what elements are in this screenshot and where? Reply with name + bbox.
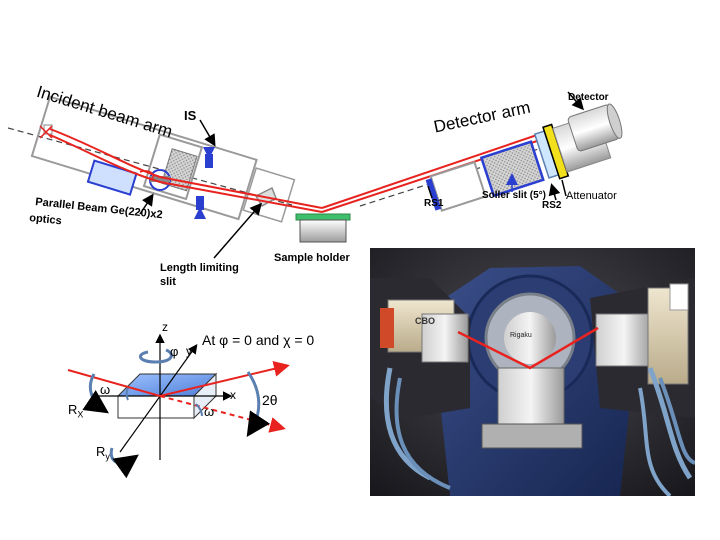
- is-slit: [194, 147, 215, 219]
- diffracted-ray: [159, 360, 290, 397]
- detector-axis-line: [359, 122, 621, 207]
- y-axis: [119, 344, 198, 453]
- soller-label: Soller slit (5°): [482, 190, 547, 201]
- rx-label: RX: [68, 402, 83, 420]
- x-label: x: [230, 388, 236, 402]
- y-label: y: [186, 344, 192, 358]
- axes-diagram: [67, 333, 290, 479]
- condition-prefix: At: [202, 332, 216, 348]
- detector-label: Detector: [568, 92, 609, 103]
- attenuator-pointer: [561, 179, 567, 197]
- rx-letter: R: [68, 402, 78, 417]
- two-theta-label: 2θ: [262, 392, 278, 408]
- instrument-photo: CBO Rigaku: [370, 248, 695, 496]
- detector-cylinder: [567, 103, 623, 152]
- photo-rendering: [370, 248, 695, 496]
- phi-condition: φ = 0: [219, 332, 252, 348]
- ry-subscript: y: [105, 451, 110, 462]
- incident-ray: [67, 369, 161, 397]
- omega-arc-left: [125, 387, 129, 401]
- photo-brand-text: Rigaku: [510, 332, 532, 339]
- phi-rotation-arrow: [139, 348, 173, 364]
- optics-pointer-arrow: [139, 193, 154, 215]
- incident-axis-line: [7, 127, 293, 206]
- incident-beam: [39, 125, 323, 213]
- photo-panel-text: CBO: [415, 316, 435, 326]
- sample-holder-label: Sample holder: [274, 252, 350, 264]
- ry-label: Ry: [96, 444, 110, 462]
- length-slit-label-line2: slit: [160, 276, 176, 288]
- rs1-label: RS1: [424, 198, 444, 209]
- rs2-label: RS2: [542, 200, 562, 211]
- z-label: z: [162, 320, 168, 334]
- ry-rotation-arrow: [109, 447, 139, 479]
- sample-holder: [295, 213, 351, 243]
- omega-left-label: ω: [100, 382, 111, 397]
- photo-beam-path: [457, 326, 599, 370]
- parallel-beam-optic: [86, 159, 138, 196]
- omega-right-label: ω: [204, 404, 215, 419]
- rs2-pointer-arrow: [548, 183, 561, 201]
- rs1-pointer: [427, 185, 433, 199]
- sample-block-front: [117, 395, 195, 419]
- and-word: and: [255, 332, 280, 348]
- attenuator-label: Attenuator: [566, 190, 617, 202]
- ry-letter: R: [96, 444, 106, 459]
- detector-pointer-arrow: [567, 91, 584, 111]
- phi-label: φ: [170, 344, 179, 359]
- omega-arc-right: [195, 403, 203, 417]
- chi-condition: χ = 0: [283, 332, 315, 348]
- is-label: IS: [184, 108, 197, 123]
- slit-pointer-arrow: [213, 202, 262, 259]
- rx-rotation-arrow: [82, 373, 109, 414]
- transmitted-ray: [159, 395, 286, 433]
- is-pointer-arrow: [199, 119, 216, 147]
- condition-text: At φ = 0 and χ = 0: [202, 332, 314, 348]
- two-theta-arc: [246, 371, 270, 437]
- length-slit-label-line1: Length limiting: [160, 262, 239, 274]
- rx-subscript: X: [77, 409, 84, 420]
